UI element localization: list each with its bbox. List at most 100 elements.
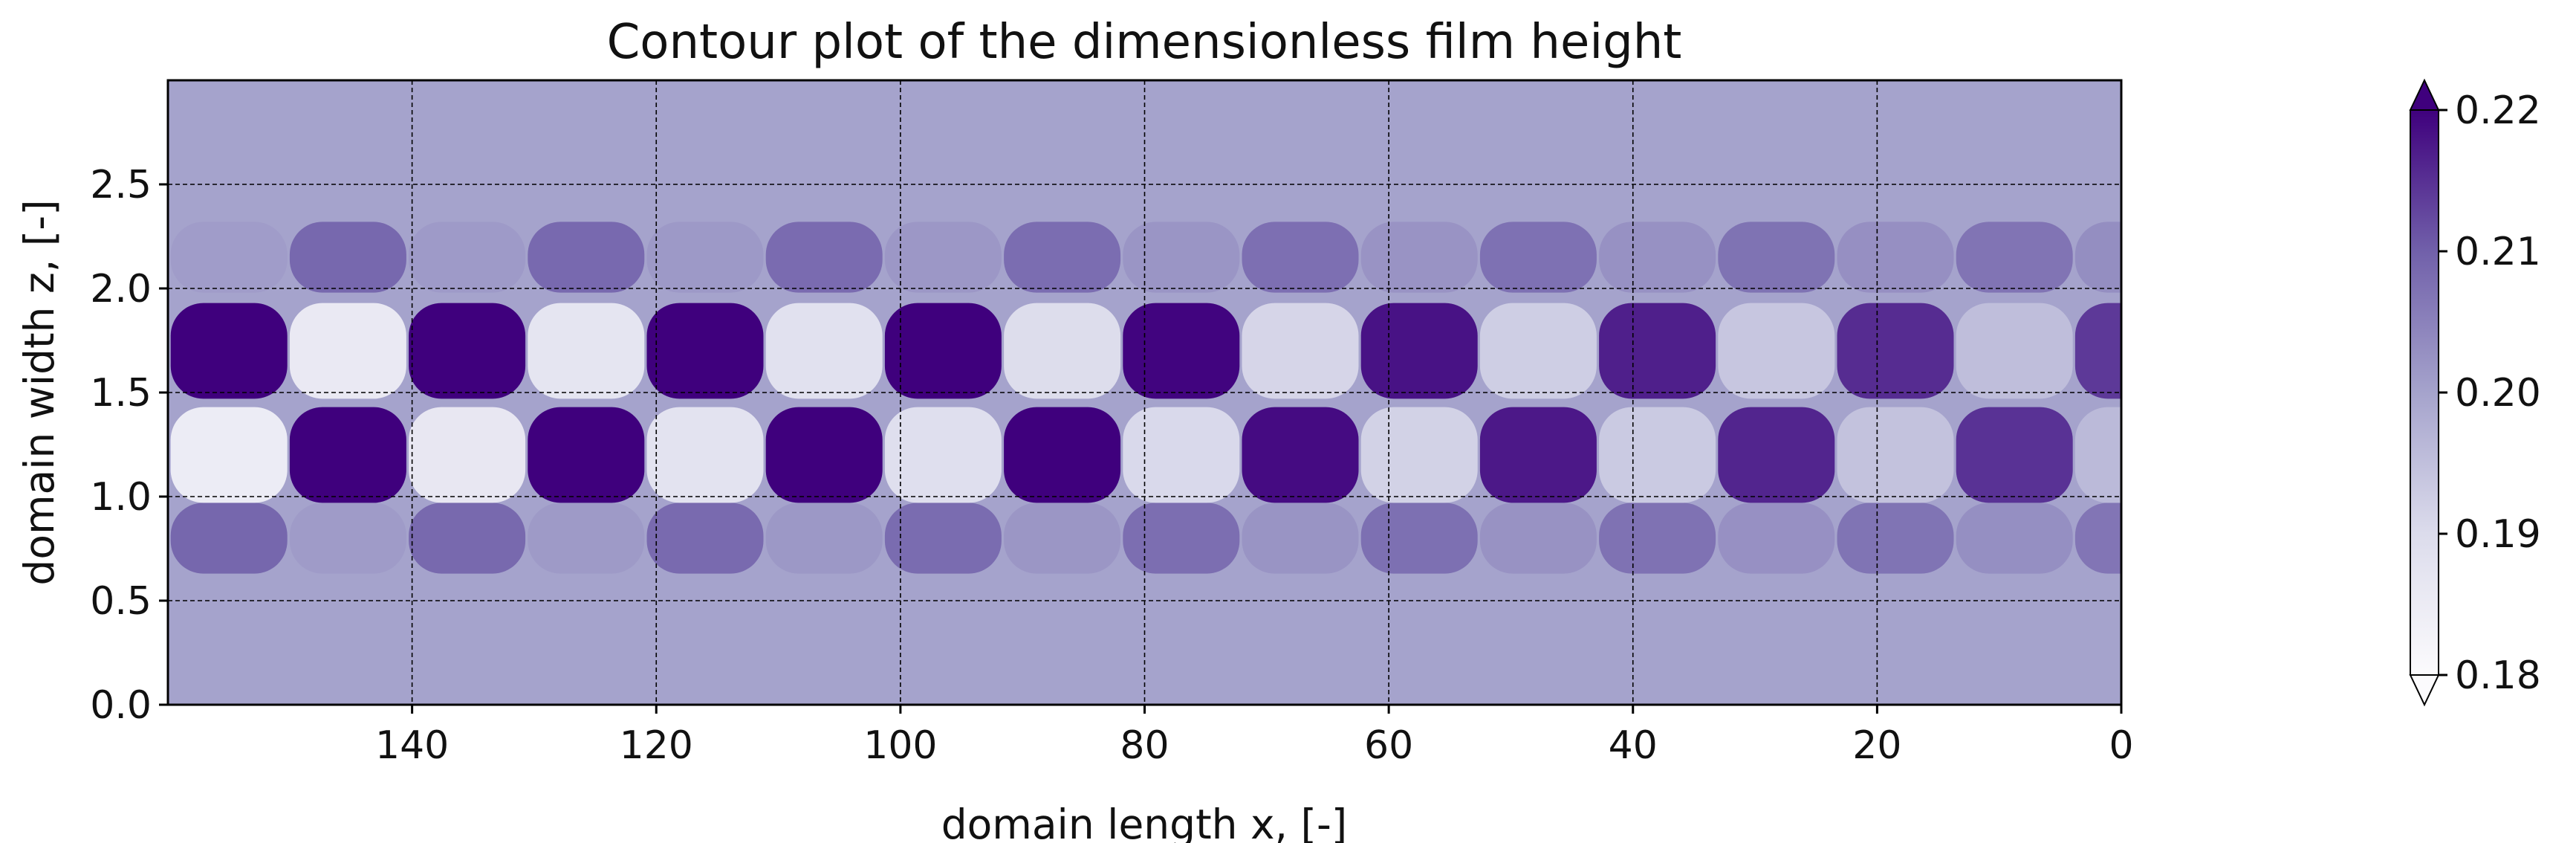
contour-cell — [528, 303, 645, 399]
contour-cell — [289, 303, 406, 399]
contour-cell — [1599, 503, 1716, 574]
colorbar-tick-label: 0.22 — [2455, 88, 2541, 133]
colorbar-extend-low — [2409, 674, 2440, 707]
colorbar-ticks: 0.18 0.19 0.20 0.21 0.22 — [2439, 88, 2541, 698]
contour-cell — [1599, 407, 1716, 503]
contour-cell — [289, 503, 406, 574]
contour-cell — [1837, 407, 1954, 503]
contour-cell — [1242, 407, 1359, 503]
colorbar-tick-label: 0.21 — [2455, 230, 2541, 274]
contour-cell — [1956, 503, 2073, 574]
x-tick-label: 120 — [620, 723, 693, 768]
x-tick-label: 20 — [1852, 723, 1901, 768]
x-tick-label: 40 — [1609, 723, 1658, 768]
contour-cell — [289, 407, 406, 503]
contour-cell — [170, 503, 288, 574]
contour-cell — [528, 503, 645, 574]
contour-cell — [646, 407, 764, 503]
contour-cells — [170, 222, 2311, 574]
colorbar-tick-label: 0.19 — [2455, 512, 2541, 557]
contour-cell — [1004, 222, 1121, 293]
contour-cell — [2074, 407, 2121, 503]
x-axis-label: domain length x, [-] — [941, 801, 1348, 843]
contour-cell — [884, 222, 1002, 293]
x-axis-ticks: 140 120 100 80 60 40 20 0 — [375, 705, 2134, 768]
contour-cell — [1837, 303, 1954, 399]
contour-cell — [1242, 503, 1359, 574]
x-tick-label: 60 — [1364, 723, 1413, 768]
contour-cell — [884, 503, 1002, 574]
contour-cell — [1956, 222, 2073, 293]
contour-cell — [765, 222, 883, 293]
x-tick-label: 0 — [2109, 723, 2133, 768]
colorbar-gradient — [2410, 109, 2439, 676]
contour-cell — [1123, 503, 1240, 574]
contour-cell — [170, 222, 288, 293]
contour-cell — [646, 503, 764, 574]
contour-cell — [1004, 407, 1121, 503]
contour-cell — [170, 407, 288, 503]
chart-title: Contour plot of the dimensionless film h… — [607, 15, 1682, 70]
contour-cell — [1123, 303, 1240, 399]
contour-cell — [1599, 303, 1716, 399]
colorbar-tick-label: 0.18 — [2455, 653, 2541, 698]
contour-cell — [1837, 503, 1954, 574]
colorbar-extend-high — [2409, 78, 2440, 111]
contour-cell — [2194, 303, 2311, 399]
contour-cell — [409, 407, 526, 503]
contour-cell — [646, 303, 764, 399]
contour-cell — [1242, 222, 1359, 293]
contour-cell — [1718, 222, 1835, 293]
contour-cell — [1718, 407, 1835, 503]
contour-cell — [765, 503, 883, 574]
contour-cell — [1599, 222, 1716, 293]
contour-cell — [2074, 503, 2121, 574]
contour-cell — [1004, 303, 1121, 399]
y-tick-label: 1.5 — [90, 371, 152, 416]
y-axis-label: domain width z, [-] — [16, 199, 63, 585]
y-tick-label: 2.5 — [90, 163, 152, 207]
contour-cell — [1837, 222, 1954, 293]
contour-cell — [2074, 222, 2121, 293]
contour-cell — [409, 303, 526, 399]
contour-cell — [1123, 222, 1240, 293]
contour-cell — [1360, 503, 1478, 574]
contour-cell — [1718, 303, 1835, 399]
contour-cell — [528, 407, 645, 503]
x-tick-label: 100 — [863, 723, 937, 768]
y-tick-label: 0.0 — [90, 683, 152, 728]
y-axis-ticks: 0.0 0.5 1.0 1.5 2.0 2.5 — [90, 163, 168, 728]
contour-cell — [528, 222, 645, 293]
contour-cell — [1479, 503, 1597, 574]
y-tick-label: 0.5 — [90, 579, 152, 624]
contour-cell — [1718, 503, 1835, 574]
contour-cell — [1956, 303, 2073, 399]
y-tick-label: 1.0 — [90, 475, 152, 520]
contour-cell — [2194, 407, 2311, 503]
contour-cell — [409, 222, 526, 293]
contour-cell — [1004, 503, 1121, 574]
contour-cell — [170, 303, 288, 399]
contour-cell — [646, 222, 764, 293]
colorbar: 0.18 0.19 0.20 0.21 0.22 — [2409, 78, 2541, 707]
contour-cell — [765, 303, 883, 399]
x-tick-label: 140 — [375, 723, 449, 768]
contour-cell — [1242, 303, 1359, 399]
contour-cell — [1479, 407, 1597, 503]
contour-cell — [2194, 222, 2311, 292]
contour-cell — [1360, 222, 1478, 293]
x-tick-label: 80 — [1120, 723, 1169, 768]
contour-cell — [884, 407, 1002, 503]
contour-cell — [289, 222, 406, 293]
colorbar-tick-label: 0.20 — [2455, 371, 2541, 416]
contour-cell — [1956, 407, 2073, 503]
contour-cell — [884, 303, 1002, 399]
contour-cell — [2074, 303, 2121, 399]
contour-cell — [1479, 222, 1597, 293]
contour-cell — [409, 503, 526, 574]
y-tick-label: 2.0 — [90, 267, 152, 311]
contour-cell — [1123, 407, 1240, 503]
contour-cell — [1479, 303, 1597, 399]
contour-cell — [1360, 407, 1478, 503]
